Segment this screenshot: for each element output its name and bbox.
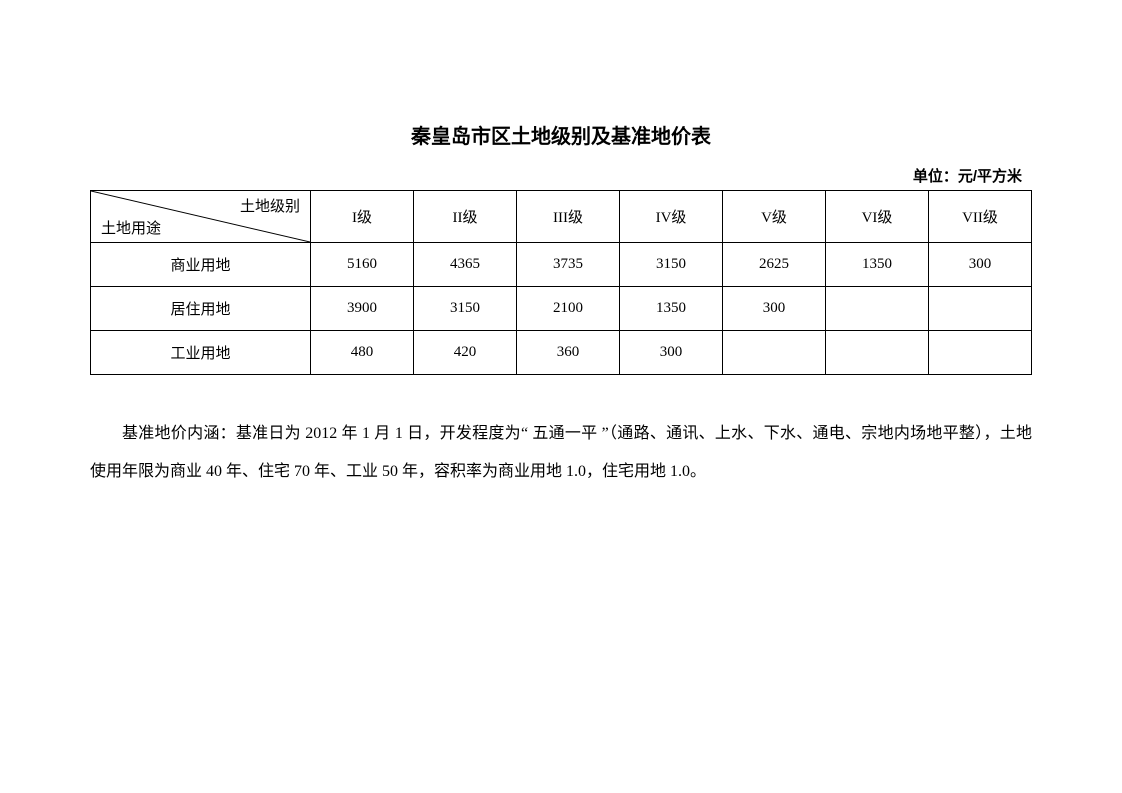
col-head-1: I级: [311, 191, 414, 243]
note-text: 基准地价内涵：基准日为 2012 年 1 月 1 日，开发程度为“ 五通一平 ”…: [90, 415, 1032, 492]
col-head-7: VII级: [929, 191, 1032, 243]
corner-top-label: 土地级别: [240, 195, 300, 216]
cell: 300: [620, 331, 723, 375]
cell: 4365: [414, 243, 517, 287]
row-label: 居住用地: [91, 287, 311, 331]
header-row: 土地级别 土地用途 I级 II级 III级 IV级 V级 VI级 VII级: [91, 191, 1032, 243]
cell: [826, 331, 929, 375]
cell: [929, 287, 1032, 331]
cell: 2100: [517, 287, 620, 331]
corner-header: 土地级别 土地用途: [91, 191, 311, 243]
col-head-2: II级: [414, 191, 517, 243]
cell: 420: [414, 331, 517, 375]
col-head-3: III级: [517, 191, 620, 243]
cell: 360: [517, 331, 620, 375]
cell: 3735: [517, 243, 620, 287]
cell: [723, 331, 826, 375]
unit-label: 单位：元/平方米: [90, 165, 1032, 186]
cell: [929, 331, 1032, 375]
cell: 300: [723, 287, 826, 331]
cell: 3150: [414, 287, 517, 331]
cell: 300: [929, 243, 1032, 287]
col-head-4: IV级: [620, 191, 723, 243]
row-label: 工业用地: [91, 331, 311, 375]
corner-bottom-label: 土地用途: [101, 217, 161, 238]
cell: 1350: [620, 287, 723, 331]
cell: 3150: [620, 243, 723, 287]
cell: [826, 287, 929, 331]
cell: 5160: [311, 243, 414, 287]
row-label: 商业用地: [91, 243, 311, 287]
cell: 1350: [826, 243, 929, 287]
cell: 2625: [723, 243, 826, 287]
table-row: 工业用地 480 420 360 300: [91, 331, 1032, 375]
table-row: 居住用地 3900 3150 2100 1350 300: [91, 287, 1032, 331]
col-head-6: VI级: [826, 191, 929, 243]
cell: 3900: [311, 287, 414, 331]
cell: 480: [311, 331, 414, 375]
page-title: 秦皇岛市区土地级别及基准地价表: [90, 120, 1032, 149]
table-row: 商业用地 5160 4365 3735 3150 2625 1350 300: [91, 243, 1032, 287]
col-head-5: V级: [723, 191, 826, 243]
price-table: 土地级别 土地用途 I级 II级 III级 IV级 V级 VI级 VII级 商业…: [90, 190, 1032, 375]
